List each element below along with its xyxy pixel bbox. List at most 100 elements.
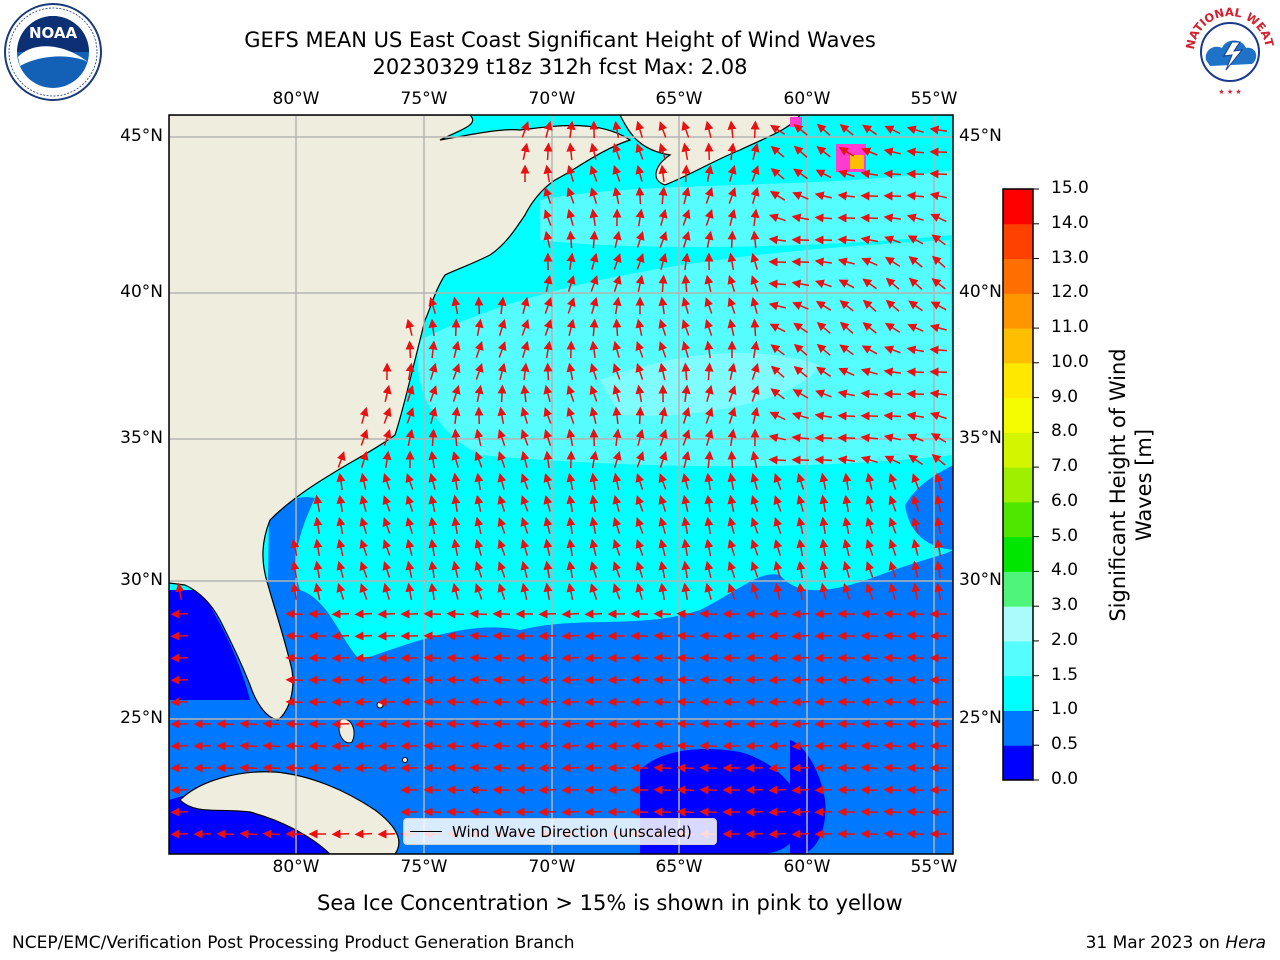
colorbar-tick-label: 14.0 xyxy=(1051,212,1089,233)
wave-direction-arrow xyxy=(681,142,691,161)
wave-direction-arrow xyxy=(474,362,484,380)
wave-direction-arrow xyxy=(750,517,760,534)
wave-direction-arrow xyxy=(469,609,488,619)
wave-direction-arrow xyxy=(860,829,879,839)
colorbar-segment xyxy=(1003,328,1033,364)
wave-direction-arrow xyxy=(838,367,855,376)
wave-direction-arrow xyxy=(331,829,350,839)
wave-direction-arrow xyxy=(704,472,714,491)
wave-direction-arrow xyxy=(727,538,737,556)
wave-direction-arrow xyxy=(428,560,438,579)
wave-direction-arrow xyxy=(543,209,553,226)
wave-direction-arrow xyxy=(428,494,438,512)
wave-direction-arrow xyxy=(906,675,925,685)
wave-direction-arrow xyxy=(497,428,507,446)
wave-direction-arrow xyxy=(727,120,737,139)
wave-direction-arrow xyxy=(474,384,484,402)
wave-direction-arrow xyxy=(861,147,878,156)
wave-direction-arrow xyxy=(589,208,599,227)
wave-direction-arrow xyxy=(906,191,925,201)
colorbar-tick-label: 11.0 xyxy=(1051,317,1089,338)
wave-direction-arrow xyxy=(888,560,898,578)
wave-direction-arrow xyxy=(584,785,603,795)
colorbar-tick-label: 10.0 xyxy=(1051,351,1089,372)
wave-direction-arrow xyxy=(676,719,695,729)
wave-direction-arrow xyxy=(658,428,668,446)
wave-direction-arrow xyxy=(911,516,921,534)
lat-label-right-40n: 40°N xyxy=(959,282,1002,302)
wave-direction-arrow xyxy=(474,296,484,315)
wave-direction-arrow xyxy=(170,675,189,685)
wave-direction-arrow xyxy=(469,653,488,663)
wave-direction-arrow xyxy=(837,455,856,465)
wave-direction-arrow xyxy=(584,697,603,707)
wave-direction-arrow xyxy=(860,433,879,443)
wave-direction-arrow xyxy=(860,719,879,729)
wave-direction-arrow xyxy=(566,164,576,182)
wave-direction-arrow xyxy=(497,384,507,403)
wave-direction-arrow xyxy=(538,807,557,817)
wave-direction-arrow xyxy=(584,763,603,773)
wave-direction-arrow xyxy=(704,560,714,578)
wave-direction-arrow xyxy=(170,609,189,619)
wave-direction-arrow xyxy=(768,807,787,817)
wave-direction-arrow xyxy=(612,450,622,468)
wave-direction-arrow xyxy=(239,829,258,839)
wave-direction-arrow xyxy=(860,675,879,685)
wave-direction-arrow xyxy=(520,362,530,380)
wave-direction-arrow xyxy=(543,560,553,579)
wave-direction-arrow xyxy=(589,560,599,578)
wave-direction-arrow xyxy=(704,362,714,381)
wave-direction-arrow xyxy=(520,450,530,468)
wave-direction-arrow xyxy=(658,362,668,380)
wave-direction-arrow xyxy=(635,253,645,270)
wave-direction-arrow xyxy=(561,675,580,685)
wave-direction-arrow xyxy=(883,697,902,707)
wave-direction-arrow xyxy=(865,538,875,556)
wave-direction-arrow xyxy=(699,719,718,729)
wave-direction-arrow xyxy=(814,213,833,223)
wave-direction-arrow xyxy=(791,829,810,839)
wave-direction-arrow xyxy=(699,785,718,795)
wave-direction-arrow xyxy=(354,631,373,641)
wave-direction-arrow xyxy=(704,297,714,314)
wave-direction-arrow xyxy=(860,367,878,377)
wave-direction-arrow xyxy=(612,186,622,204)
wave-direction-arrow xyxy=(930,433,947,443)
wave-direction-arrow xyxy=(377,829,396,839)
wave-direction-arrow xyxy=(837,191,855,201)
wave-direction-arrow xyxy=(538,675,557,685)
wave-direction-arrow xyxy=(699,631,718,641)
wave-direction-arrow xyxy=(469,741,488,751)
lat-label-left-35n: 35°N xyxy=(120,428,163,448)
wave-direction-arrow xyxy=(791,785,810,795)
wave-direction-arrow xyxy=(770,145,785,158)
wave-direction-arrow xyxy=(865,516,875,534)
wave-direction-arrow xyxy=(170,631,189,641)
wave-direction-arrow xyxy=(934,494,944,512)
wave-direction-arrow xyxy=(906,147,925,157)
wave-direction-arrow xyxy=(336,516,346,535)
wave-direction-arrow xyxy=(520,296,530,314)
wave-direction-arrow xyxy=(635,517,645,534)
wave-direction-arrow xyxy=(612,561,622,578)
wave-direction-arrow xyxy=(676,785,695,795)
wave-direction-arrow xyxy=(929,169,948,179)
wave-direction-arrow xyxy=(612,583,622,600)
colorbar-title: Significant Height of Wind Waves [m] xyxy=(1106,348,1156,622)
wave-direction-arrow xyxy=(860,169,879,179)
wave-direction-arrow xyxy=(791,257,810,267)
lon-label-bottom-80w: 80°W xyxy=(272,857,320,877)
wave-direction-arrow xyxy=(773,473,783,490)
wave-direction-arrow xyxy=(543,362,553,381)
wave-direction-arrow xyxy=(543,164,553,183)
wave-direction-arrow xyxy=(589,230,599,249)
colorbar-tick-label: 1.0 xyxy=(1051,699,1079,720)
wave-direction-arrow xyxy=(561,631,580,641)
wave-direction-arrow xyxy=(768,213,786,223)
wave-direction-arrow xyxy=(727,318,737,336)
wave-direction-arrow xyxy=(451,450,461,468)
wave-direction-arrow xyxy=(883,829,902,839)
wave-direction-arrow xyxy=(428,406,438,424)
